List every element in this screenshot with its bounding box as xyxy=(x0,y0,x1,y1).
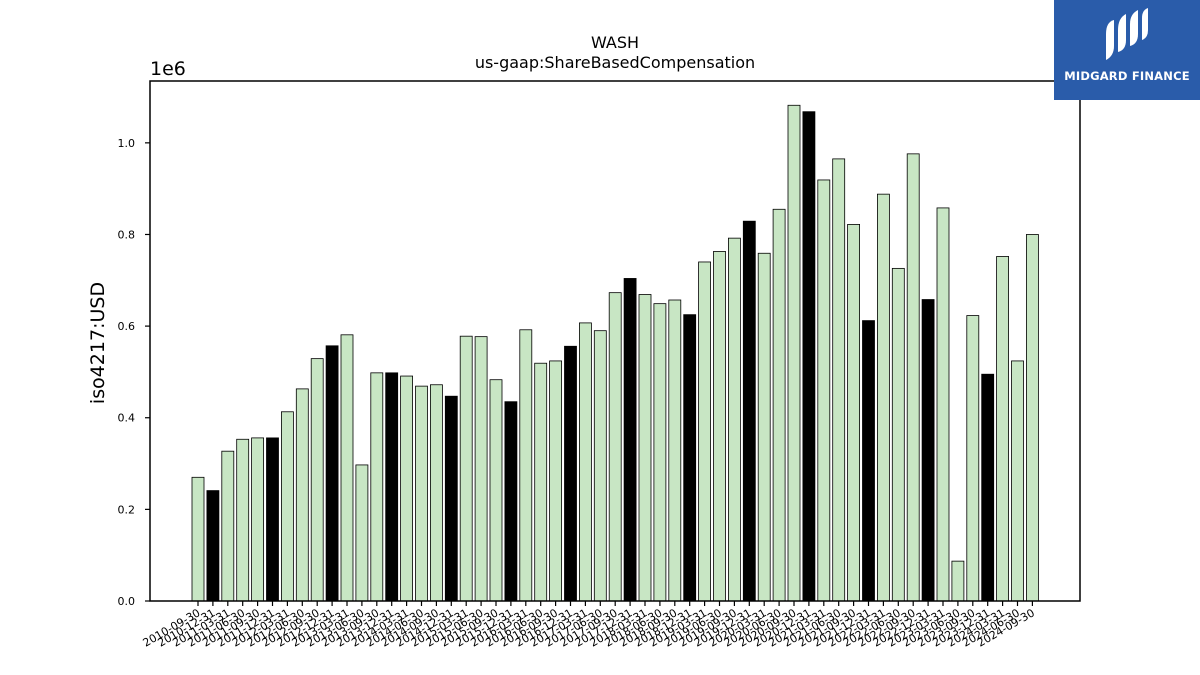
x-axis: 2010-09-302010-12-312011-03-312011-06-30… xyxy=(141,601,1037,650)
bar xyxy=(519,329,533,602)
bar xyxy=(787,104,801,602)
y-offset-label: 1e6 xyxy=(150,58,186,80)
bar xyxy=(847,223,860,602)
bar xyxy=(415,385,428,602)
bar xyxy=(444,395,458,602)
y-tick-label: 0.6 xyxy=(118,320,136,333)
bar xyxy=(742,220,756,602)
y-tick-label: 0.2 xyxy=(118,503,136,516)
bar xyxy=(728,237,741,602)
y-tick-label: 0.8 xyxy=(118,228,136,241)
y-axis-label: iso4217:USD xyxy=(87,282,109,404)
bar xyxy=(534,362,548,602)
bar xyxy=(981,373,995,602)
y-tick-label: 0.4 xyxy=(118,412,136,425)
bar xyxy=(280,411,294,602)
bar xyxy=(206,490,220,602)
bar xyxy=(370,372,384,602)
y-tick-label: 1.0 xyxy=(118,137,136,150)
bar xyxy=(325,345,339,602)
bar xyxy=(266,437,279,602)
bar xyxy=(579,322,592,602)
bar xyxy=(295,388,309,602)
bar xyxy=(400,375,414,602)
bar xyxy=(221,450,235,602)
bar xyxy=(191,476,205,602)
bar xyxy=(772,208,786,602)
chart-title: WASH xyxy=(591,33,639,52)
plot-frame xyxy=(149,80,1081,602)
bar xyxy=(504,401,518,602)
bar xyxy=(877,193,890,602)
bar xyxy=(668,299,682,602)
bar xyxy=(757,252,771,602)
bar xyxy=(817,179,831,602)
bar xyxy=(683,314,697,602)
bar xyxy=(608,292,622,602)
bar xyxy=(340,334,354,602)
bar xyxy=(653,303,667,602)
bar xyxy=(891,267,905,602)
bar xyxy=(310,358,324,602)
bar xyxy=(1011,360,1024,602)
bar xyxy=(951,560,965,602)
y-tick-label: 0.0 xyxy=(118,595,136,608)
bar xyxy=(996,256,1009,602)
midgard-logo-icon xyxy=(1106,8,1148,60)
bar xyxy=(966,315,980,602)
bar xyxy=(429,384,443,602)
bar xyxy=(355,464,369,602)
y-axis: 0.0 0.2 0.4 0.6 0.8 1.0 xyxy=(118,137,150,608)
bar xyxy=(564,345,577,602)
brand-logo: MIDGARD FINANCE xyxy=(1054,0,1200,100)
bar xyxy=(921,299,935,602)
bars-group xyxy=(191,104,1039,602)
bar xyxy=(713,251,726,602)
bar xyxy=(474,336,488,602)
bar xyxy=(802,111,816,602)
bar xyxy=(638,294,652,602)
bar xyxy=(385,372,399,602)
bar xyxy=(459,335,473,602)
chart-subtitle: us-gaap:ShareBasedCompensation xyxy=(475,53,755,72)
bar xyxy=(1026,234,1039,602)
bar xyxy=(832,158,846,602)
bar xyxy=(623,278,637,602)
bar xyxy=(698,261,711,602)
bar xyxy=(236,438,250,602)
bar xyxy=(862,320,875,602)
bar xyxy=(251,437,265,602)
brand-name: MIDGARD FINANCE xyxy=(1064,69,1190,83)
bar xyxy=(936,207,950,602)
bar xyxy=(489,379,503,602)
bar xyxy=(593,330,607,602)
bar xyxy=(906,153,920,602)
bar xyxy=(549,360,562,602)
